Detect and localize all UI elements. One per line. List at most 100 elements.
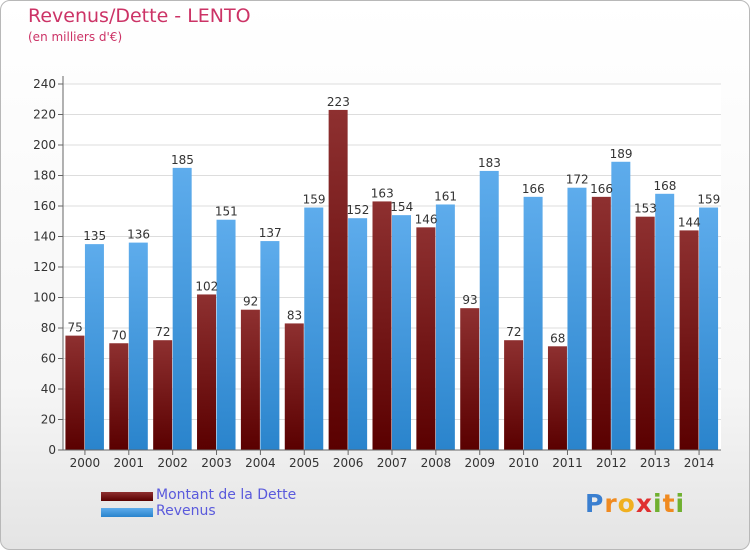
x-tick-label: 2006 [333,456,364,470]
debt-bar-value-label: 166 [590,182,613,196]
logo-letter: i [675,489,686,518]
x-tick-label: 2003 [201,456,232,470]
revenue-bar [699,207,719,450]
revenue-bar [172,167,192,450]
y-tick-label: 180 [33,169,56,183]
x-tick-label: 2009 [464,456,495,470]
y-tick-label: 80 [41,321,56,335]
revenue-bar-value-label: 151 [215,205,238,219]
revenue-bar-value-label: 137 [259,226,282,240]
x-tick-label: 2002 [157,456,188,470]
revenue-bar [567,187,587,450]
debt-bar-value-label: 72 [155,325,170,339]
y-tick-label: 100 [33,291,56,305]
logo-letter: P [585,489,605,518]
revenue-bar-value-label: 189 [610,147,633,161]
x-tick-label: 2010 [508,456,539,470]
debt-bar [372,201,392,450]
logo-letter: x [635,489,653,518]
debt-bar-value-label: 163 [371,186,394,200]
y-tick-label: 140 [33,230,56,244]
debt-bar-value-label: 83 [287,308,302,322]
debt-bar [416,227,436,450]
logo-letter: t [662,489,676,518]
legend-swatch-revenus [101,508,153,517]
revenue-bar [479,170,499,451]
legend-label-revenus: Revenus [156,503,216,519]
debt-bar [65,335,85,450]
debt-bar-value-label: 223 [327,95,350,109]
revenue-bar-value-label: 152 [346,203,369,217]
revenue-bar-value-label: 166 [522,182,545,196]
y-tick-label: 240 [33,77,56,91]
x-tick-label: 2011 [552,456,583,470]
revenue-bar-value-label: 168 [653,179,676,193]
revenue-bar [435,204,455,450]
revenue-bar-value-label: 136 [127,228,150,242]
revenue-bar-value-label: 154 [390,200,413,214]
revenue-bar-value-label: 159 [303,193,326,207]
debt-bar [153,340,173,450]
debt-bar [284,323,304,450]
revenue-bar-value-label: 172 [566,173,589,187]
x-tick-label: 2004 [245,456,276,470]
debt-bar [328,109,348,451]
x-tick-label: 2001 [114,456,145,470]
revenue-bar-value-label: 135 [83,229,106,243]
debt-bar-value-label: 144 [678,215,701,229]
x-tick-label: 2012 [596,456,627,470]
logo-letter: i [653,489,663,518]
chart-subtitle: (en milliers d'€) [28,30,123,44]
y-tick-label: 200 [33,138,56,152]
debt-bar-value-label: 146 [415,212,438,226]
debt-bar-value-label: 70 [111,328,126,342]
x-tick-label: 2008 [421,456,452,470]
debt-bar [591,196,611,450]
y-tick-label: 60 [41,352,56,366]
x-tick-label: 2000 [70,456,101,470]
y-tick-label: 220 [33,108,56,122]
debt-bar-value-label: 102 [195,279,218,293]
y-tick-label: 120 [33,260,56,274]
debt-bar-value-label: 153 [634,202,657,216]
debt-bar [197,294,217,450]
revenue-bar-value-label: 183 [478,156,501,170]
chart-title: Revenus/Dette - LENTO [28,5,251,27]
revenue-bar [655,193,675,451]
debt-bar [109,343,129,450]
revenue-bar-value-label: 161 [434,189,457,203]
debt-bar-value-label: 72 [506,325,521,339]
logo-letter: r [604,489,618,518]
x-tick-label: 2007 [377,456,408,470]
legend-label-dette: Montant de la Dette [156,487,297,503]
revenue-bar [260,241,280,450]
proxiti-logo: Proxiti [585,489,685,518]
debt-bar-value-label: 93 [462,293,477,307]
logo-letter: o [617,489,636,518]
debt-bar [635,216,655,450]
x-tick-label: 2013 [640,456,671,470]
debt-bar [504,340,524,450]
x-tick-label: 2014 [684,456,715,470]
revenue-bar [304,207,324,450]
revenue-bar [84,244,104,450]
debt-bar [460,308,480,450]
revenue-bar [348,218,368,450]
revenue-bar [523,196,543,450]
revenue-bar [392,215,411,450]
debt-bar [679,230,699,450]
debt-bar [547,346,567,450]
debt-bar [240,309,260,450]
x-tick-label: 2005 [289,456,320,470]
revenue-bar-value-label: 159 [697,193,720,207]
revenue-bar [128,242,148,450]
y-tick-label: 20 [41,413,56,427]
debt-bar-value-label: 68 [550,331,565,345]
y-tick-label: 160 [33,199,56,213]
revenue-bar-value-label: 185 [171,153,194,167]
revenue-bar [611,161,631,450]
revenue-bar [216,219,236,450]
legend-swatch-dette [101,492,153,501]
